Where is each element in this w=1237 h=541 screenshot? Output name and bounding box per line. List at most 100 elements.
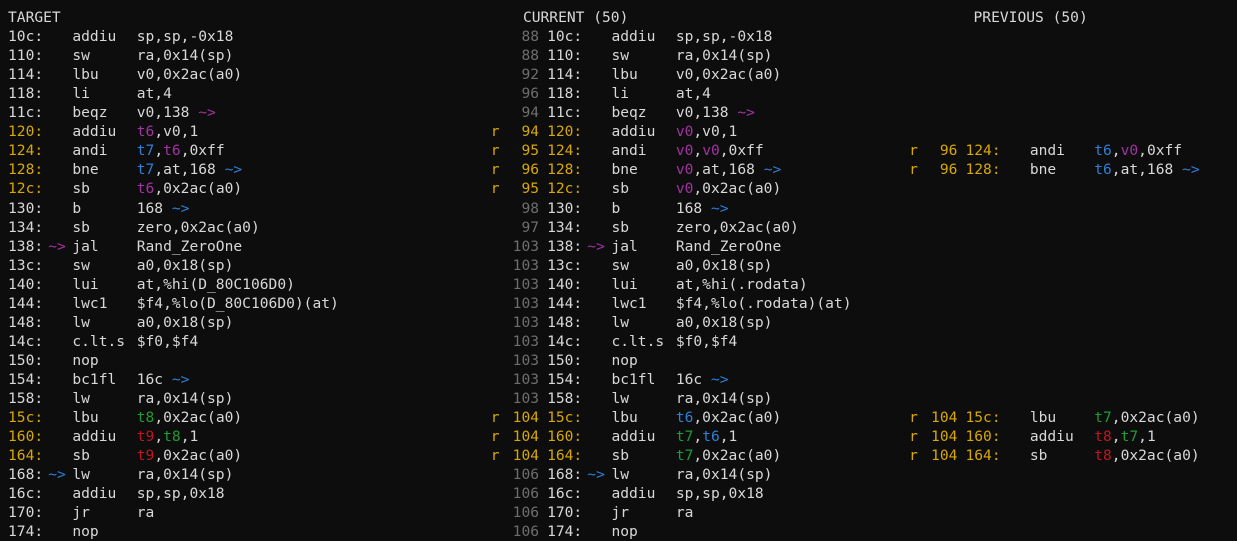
current-operand-part: a0,0x18(sp) — [675, 313, 773, 331]
current-operand-part: , — [693, 428, 703, 446]
previous-address[interactable]: 15c: — [965, 409, 1001, 427]
current-address[interactable]: 12c: — [547, 180, 583, 198]
target-address[interactable]: 174: — [8, 523, 44, 541]
previous-operands: t7,0x2ac(a0) — [1094, 408, 1199, 427]
target-address[interactable]: 16c: — [8, 485, 44, 503]
previous-operand-part: t8 — [1094, 428, 1112, 446]
target-operand-part: ,0x2ac(a0) — [154, 409, 243, 427]
previous-address[interactable]: 164: — [965, 447, 1001, 465]
target-address[interactable]: 11c: — [8, 104, 44, 122]
target-operand-part: at,4 — [136, 85, 172, 103]
current-row-score: 103 — [512, 332, 540, 350]
target-address[interactable]: 158: — [8, 390, 44, 407]
current-address[interactable]: 148: — [547, 313, 583, 331]
current-address[interactable]: 14c: — [547, 332, 583, 350]
current-address[interactable]: 134: — [547, 218, 583, 236]
current-address[interactable]: 138: — [547, 237, 583, 255]
current-row-flag: r — [490, 142, 500, 160]
target-mnemonic: jr — [72, 504, 90, 522]
target-address[interactable]: 170: — [8, 504, 44, 522]
current-address[interactable]: 13c: — [547, 256, 583, 274]
previous-operand-part: ,0x2ac(a0) — [1111, 409, 1200, 427]
current-address[interactable]: 168: — [547, 466, 583, 484]
previous-address[interactable]: 128: — [965, 161, 1001, 179]
previous-row: r 104 15c: lbu t7,0x2ac(a0) — [0, 408, 1237, 427]
current-address[interactable]: 11c: — [547, 104, 583, 122]
target-row: 148: lw a0,0x18(sp) — [0, 313, 1237, 332]
current-operand-part: a0,0x18(sp) — [675, 256, 773, 274]
target-address[interactable]: 168: — [8, 466, 44, 484]
target-operand-part: Rand_ZeroOne — [136, 237, 243, 255]
target-address[interactable]: 118: — [8, 85, 44, 103]
current-address[interactable]: 174: — [547, 523, 583, 541]
target-address[interactable]: 124: — [8, 142, 44, 160]
previous-address[interactable]: 124: — [965, 142, 1001, 160]
previous-address[interactable]: 160: — [965, 428, 1001, 446]
current-address[interactable]: 110: — [547, 47, 583, 65]
target-address[interactable]: 128: — [8, 161, 44, 179]
target-address[interactable]: 14c: — [8, 332, 44, 350]
current-operand-part: sp,sp,-0x18 — [675, 28, 773, 46]
current-address[interactable]: 160: — [547, 428, 583, 446]
target-mnemonic: bne — [72, 161, 99, 179]
previous-operands: t8,t7,1 — [1094, 427, 1156, 446]
current-address[interactable]: 164: — [547, 447, 583, 465]
target-address[interactable]: 130: — [8, 199, 44, 217]
target-operand-part: t9 — [136, 447, 155, 465]
current-row: r 95 12c: sb v0,0x2ac(a0) — [0, 179, 1237, 198]
target-mnemonic: sb — [72, 180, 90, 198]
target-operand-part: 168 — [136, 199, 172, 217]
target-address[interactable]: 110: — [8, 47, 44, 65]
target-address[interactable]: 154: — [8, 370, 44, 388]
target-operand-part: sp,sp,-0x18 — [136, 28, 234, 46]
target-row: 118: li at,4 — [0, 84, 1237, 103]
previous-operand-part: ~> — [1182, 161, 1200, 179]
current-row-score: 95 — [521, 180, 540, 198]
target-operand-part: ,0xff — [180, 142, 225, 160]
current-address[interactable]: 120: — [547, 123, 583, 141]
target-address[interactable]: 12c: — [8, 180, 44, 198]
target-row: 174: nop — [0, 522, 1237, 541]
target-address[interactable]: 140: — [8, 275, 44, 293]
target-address[interactable]: 164: — [8, 447, 44, 465]
target-address[interactable]: 150: — [8, 351, 44, 369]
current-address[interactable]: 16c: — [547, 485, 583, 503]
target-address[interactable]: 160: — [8, 428, 44, 446]
current-address[interactable]: 10c: — [547, 28, 583, 46]
current-address[interactable]: 140: — [547, 275, 583, 293]
current-operands: v0,138 ~> — [676, 103, 755, 122]
target-address[interactable]: 138: — [8, 237, 44, 255]
current-row-score: 104 — [512, 428, 540, 446]
target-address[interactable]: 13c: — [8, 256, 44, 274]
current-address[interactable]: 150: — [547, 351, 583, 369]
target-address[interactable]: 114: — [8, 66, 44, 84]
current-address[interactable]: 15c: — [547, 409, 583, 427]
current-mnemonic: lw — [611, 313, 630, 331]
target-operand-part: ~> — [224, 161, 243, 179]
current-operand-part: ~> — [710, 370, 729, 388]
current-address[interactable]: 114: — [547, 66, 583, 84]
current-operands: ra,0x14(sp) — [676, 465, 773, 484]
current-operand-part: Rand_ZeroOne — [675, 237, 782, 255]
current-address[interactable]: 128: — [547, 161, 583, 179]
target-operand-part: v0,138 — [136, 104, 199, 122]
current-address[interactable]: 170: — [547, 504, 583, 522]
target-address[interactable]: 134: — [8, 218, 44, 236]
target-address[interactable]: 148: — [8, 313, 44, 331]
target-row: 154: bc1fl 16c ~> — [0, 370, 1237, 389]
current-address[interactable]: 130: — [547, 199, 583, 217]
branch-arrow-icon: ~> — [48, 466, 66, 484]
target-address[interactable]: 10c: — [8, 28, 44, 46]
current-address[interactable]: 118: — [547, 85, 583, 103]
target-address[interactable]: 120: — [8, 123, 44, 141]
current-address[interactable]: 124: — [547, 142, 583, 160]
current-address[interactable]: 144: — [547, 294, 583, 312]
current-operand-part: v0,0x2ac(a0) — [675, 66, 782, 84]
current-mnemonic: andi — [611, 142, 647, 160]
current-address[interactable]: 154: — [547, 370, 583, 388]
target-address[interactable]: 15c: — [8, 409, 44, 427]
target-address[interactable]: 144: — [8, 294, 44, 312]
target-operand-part: , — [154, 142, 164, 160]
current-address[interactable]: 158: — [547, 390, 583, 407]
